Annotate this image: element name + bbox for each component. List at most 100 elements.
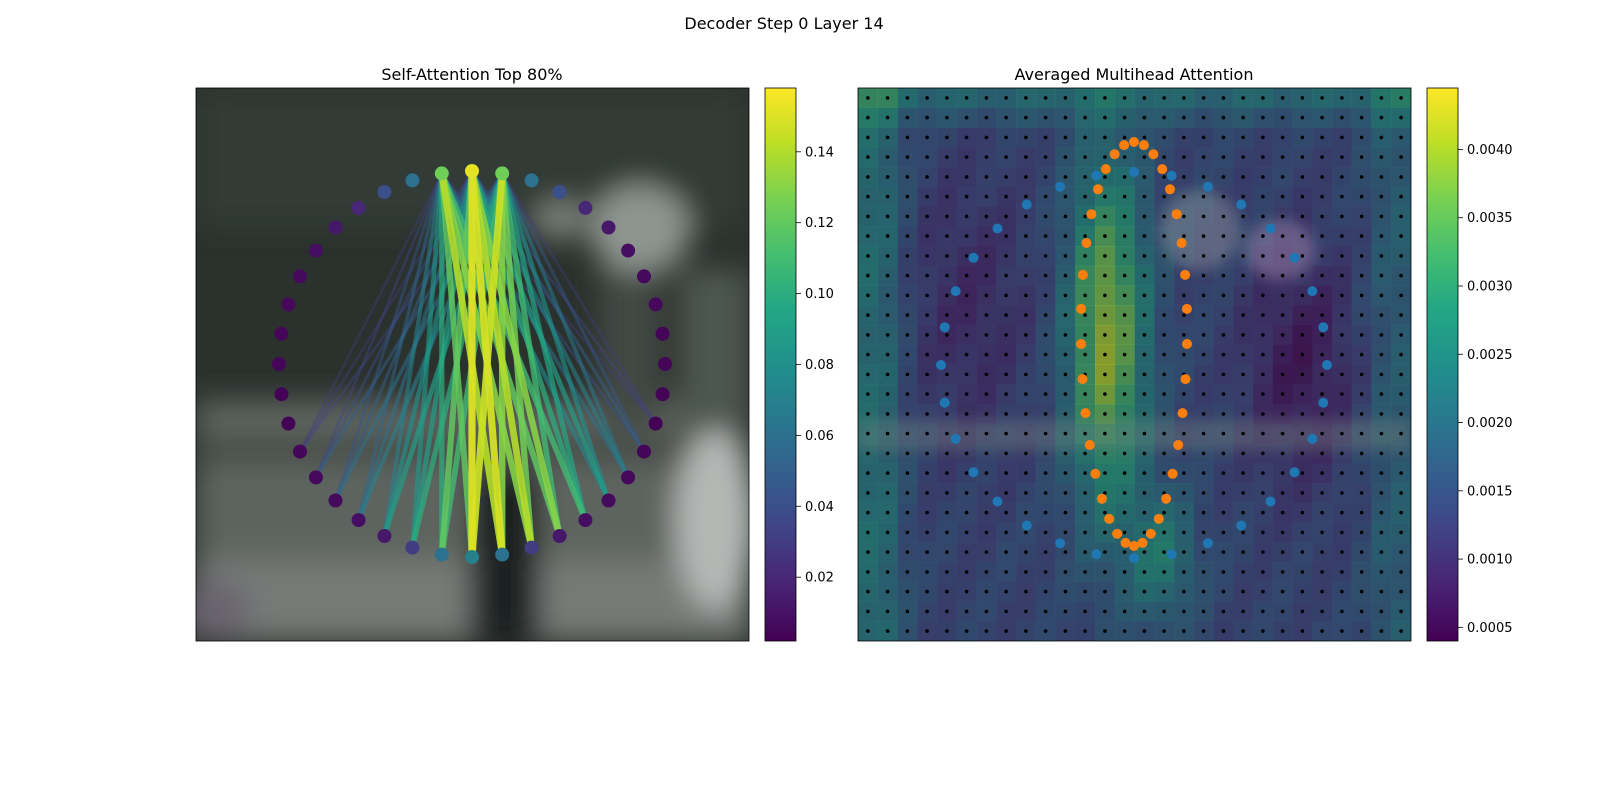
colorbar-gradient bbox=[764, 87, 797, 642]
grid-dot bbox=[1340, 530, 1344, 535]
grid-dot bbox=[1043, 392, 1048, 396]
grid-dot bbox=[866, 491, 870, 495]
attention-edge bbox=[333, 171, 444, 503]
grid-dot bbox=[1083, 115, 1087, 120]
grid-dot bbox=[1024, 96, 1028, 100]
grid-dot bbox=[1182, 135, 1186, 140]
attention-edge bbox=[438, 167, 476, 558]
grid-dot bbox=[925, 491, 929, 495]
grid-dot bbox=[1320, 135, 1324, 140]
grid-dot bbox=[1241, 589, 1245, 594]
grid-dot bbox=[925, 451, 929, 456]
grid-dot bbox=[1340, 254, 1344, 258]
grid-dot bbox=[1063, 313, 1068, 317]
grid-dot bbox=[1221, 175, 1226, 179]
outer-ring-point bbox=[1166, 549, 1177, 560]
grid-dot bbox=[1280, 254, 1285, 258]
grid-dot bbox=[905, 273, 910, 278]
ring-node bbox=[552, 185, 567, 199]
grid-dot bbox=[1379, 352, 1384, 357]
grid-dot bbox=[866, 333, 870, 337]
grid-dot bbox=[1359, 254, 1364, 258]
grid-dot bbox=[1379, 155, 1384, 159]
grid-dot bbox=[1083, 431, 1087, 436]
grid-dot bbox=[905, 254, 910, 258]
grid-dot bbox=[1063, 175, 1068, 179]
grid-dot bbox=[945, 214, 949, 219]
grid-dot bbox=[1399, 550, 1403, 554]
grid-dot bbox=[1004, 254, 1008, 258]
grid-dot bbox=[1103, 115, 1107, 120]
grid-dot bbox=[1103, 175, 1107, 179]
grid-dot bbox=[885, 471, 890, 475]
grid-dot bbox=[1122, 214, 1127, 219]
grid-dot bbox=[1221, 392, 1226, 396]
grid-dot bbox=[905, 392, 910, 396]
grid-dot bbox=[1359, 412, 1364, 416]
grid-dot bbox=[1359, 550, 1364, 554]
grid-dot bbox=[1320, 313, 1324, 317]
grid-dot bbox=[1280, 352, 1285, 357]
outer-ring-point bbox=[1307, 433, 1318, 444]
grid-dot bbox=[1142, 313, 1147, 317]
grid-dot bbox=[1142, 392, 1147, 396]
grid-dot bbox=[1063, 254, 1068, 258]
grid-dot bbox=[1162, 471, 1166, 475]
grid-dot bbox=[1280, 609, 1285, 614]
grid-dot bbox=[1201, 392, 1206, 396]
grid-dot bbox=[1162, 155, 1166, 159]
grid-dot bbox=[1004, 333, 1008, 337]
ring-node bbox=[377, 529, 392, 543]
grid-dot bbox=[984, 254, 989, 258]
grid-dot bbox=[1142, 293, 1147, 298]
grid-dot bbox=[925, 293, 929, 298]
grid-dot bbox=[1261, 234, 1265, 238]
grid-dot bbox=[964, 471, 969, 475]
grid-dot bbox=[1359, 155, 1364, 159]
grid-dot bbox=[1320, 570, 1324, 574]
grid-dot bbox=[925, 333, 929, 337]
grid-dot bbox=[1122, 570, 1127, 574]
grid-dot bbox=[1162, 372, 1166, 377]
inner-contour-point bbox=[1153, 513, 1164, 524]
ring-node bbox=[308, 470, 323, 485]
grid-dot bbox=[1221, 570, 1226, 574]
ring-node bbox=[274, 326, 289, 341]
grid-dot bbox=[925, 471, 929, 475]
grid-dot bbox=[1122, 293, 1127, 298]
grid-dot bbox=[1340, 609, 1344, 614]
outer-ring-point bbox=[1265, 223, 1276, 234]
grid-dot bbox=[1201, 570, 1206, 574]
grid-dot bbox=[984, 115, 989, 120]
inner-contour-point bbox=[1137, 537, 1148, 548]
grid-dot bbox=[1162, 254, 1166, 258]
grid-dot bbox=[1359, 214, 1364, 219]
grid-dot bbox=[1399, 510, 1403, 515]
grid-dot bbox=[1280, 570, 1285, 574]
grid-dot bbox=[1261, 313, 1265, 317]
grid-dot bbox=[866, 550, 870, 554]
grid-dot bbox=[1083, 609, 1087, 614]
grid-dot bbox=[905, 589, 910, 594]
grid-dot bbox=[1182, 234, 1186, 238]
grid-dot bbox=[1043, 273, 1048, 278]
grid-dot bbox=[1280, 412, 1285, 416]
grid-dot bbox=[1280, 392, 1285, 396]
grid-dot bbox=[885, 412, 890, 416]
grid-dot bbox=[1122, 392, 1127, 396]
grid-dot bbox=[1261, 609, 1265, 614]
grid-dot bbox=[1359, 175, 1364, 179]
grid-dot bbox=[1142, 96, 1147, 100]
grid-dot bbox=[945, 530, 949, 535]
grid-dot bbox=[925, 412, 929, 416]
grid-dot bbox=[1300, 372, 1305, 377]
grid-dot bbox=[1221, 609, 1226, 614]
grid-dot bbox=[1399, 451, 1403, 456]
grid-dot bbox=[925, 570, 929, 574]
grid-dot bbox=[1261, 431, 1265, 436]
grid-dot bbox=[866, 155, 870, 159]
grid-dot bbox=[1024, 234, 1028, 238]
colorbar-tick-label: 0.02 bbox=[805, 571, 834, 586]
inner-contour-point bbox=[1120, 537, 1131, 548]
